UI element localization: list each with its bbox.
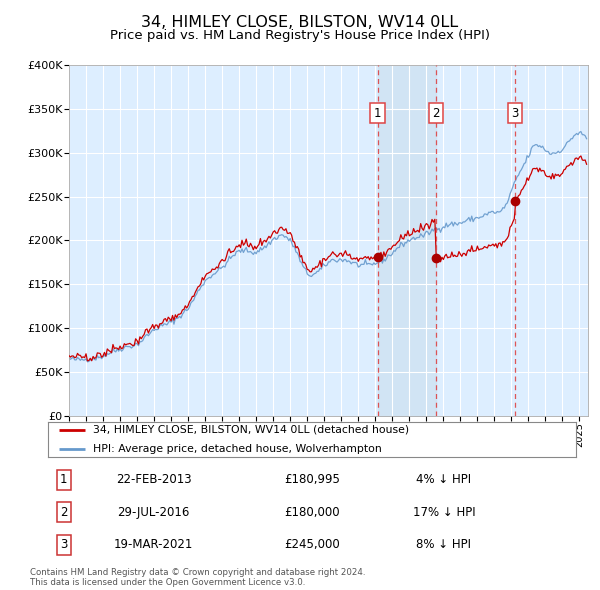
Text: 1: 1: [374, 107, 381, 120]
Text: £180,000: £180,000: [284, 506, 340, 519]
Text: HPI: Average price, detached house, Wolverhampton: HPI: Average price, detached house, Wolv…: [93, 444, 382, 454]
Text: £245,000: £245,000: [284, 538, 340, 551]
Text: 3: 3: [511, 107, 518, 120]
Text: 22-FEB-2013: 22-FEB-2013: [116, 473, 191, 486]
Text: 34, HIMLEY CLOSE, BILSTON, WV14 0LL (detached house): 34, HIMLEY CLOSE, BILSTON, WV14 0LL (det…: [93, 425, 409, 435]
Text: 34, HIMLEY CLOSE, BILSTON, WV14 0LL: 34, HIMLEY CLOSE, BILSTON, WV14 0LL: [142, 15, 458, 30]
Text: 19-MAR-2021: 19-MAR-2021: [114, 538, 193, 551]
Text: Price paid vs. HM Land Registry's House Price Index (HPI): Price paid vs. HM Land Registry's House …: [110, 30, 490, 42]
Text: 17% ↓ HPI: 17% ↓ HPI: [413, 506, 475, 519]
Text: 4% ↓ HPI: 4% ↓ HPI: [416, 473, 472, 486]
Text: 2: 2: [60, 506, 68, 519]
Text: 29-JUL-2016: 29-JUL-2016: [118, 506, 190, 519]
Text: 3: 3: [60, 538, 68, 551]
Text: 2: 2: [432, 107, 440, 120]
Text: 8% ↓ HPI: 8% ↓ HPI: [416, 538, 472, 551]
Text: Contains HM Land Registry data © Crown copyright and database right 2024.
This d: Contains HM Land Registry data © Crown c…: [30, 568, 365, 587]
Text: 1: 1: [60, 473, 68, 486]
Text: £180,995: £180,995: [284, 473, 340, 486]
